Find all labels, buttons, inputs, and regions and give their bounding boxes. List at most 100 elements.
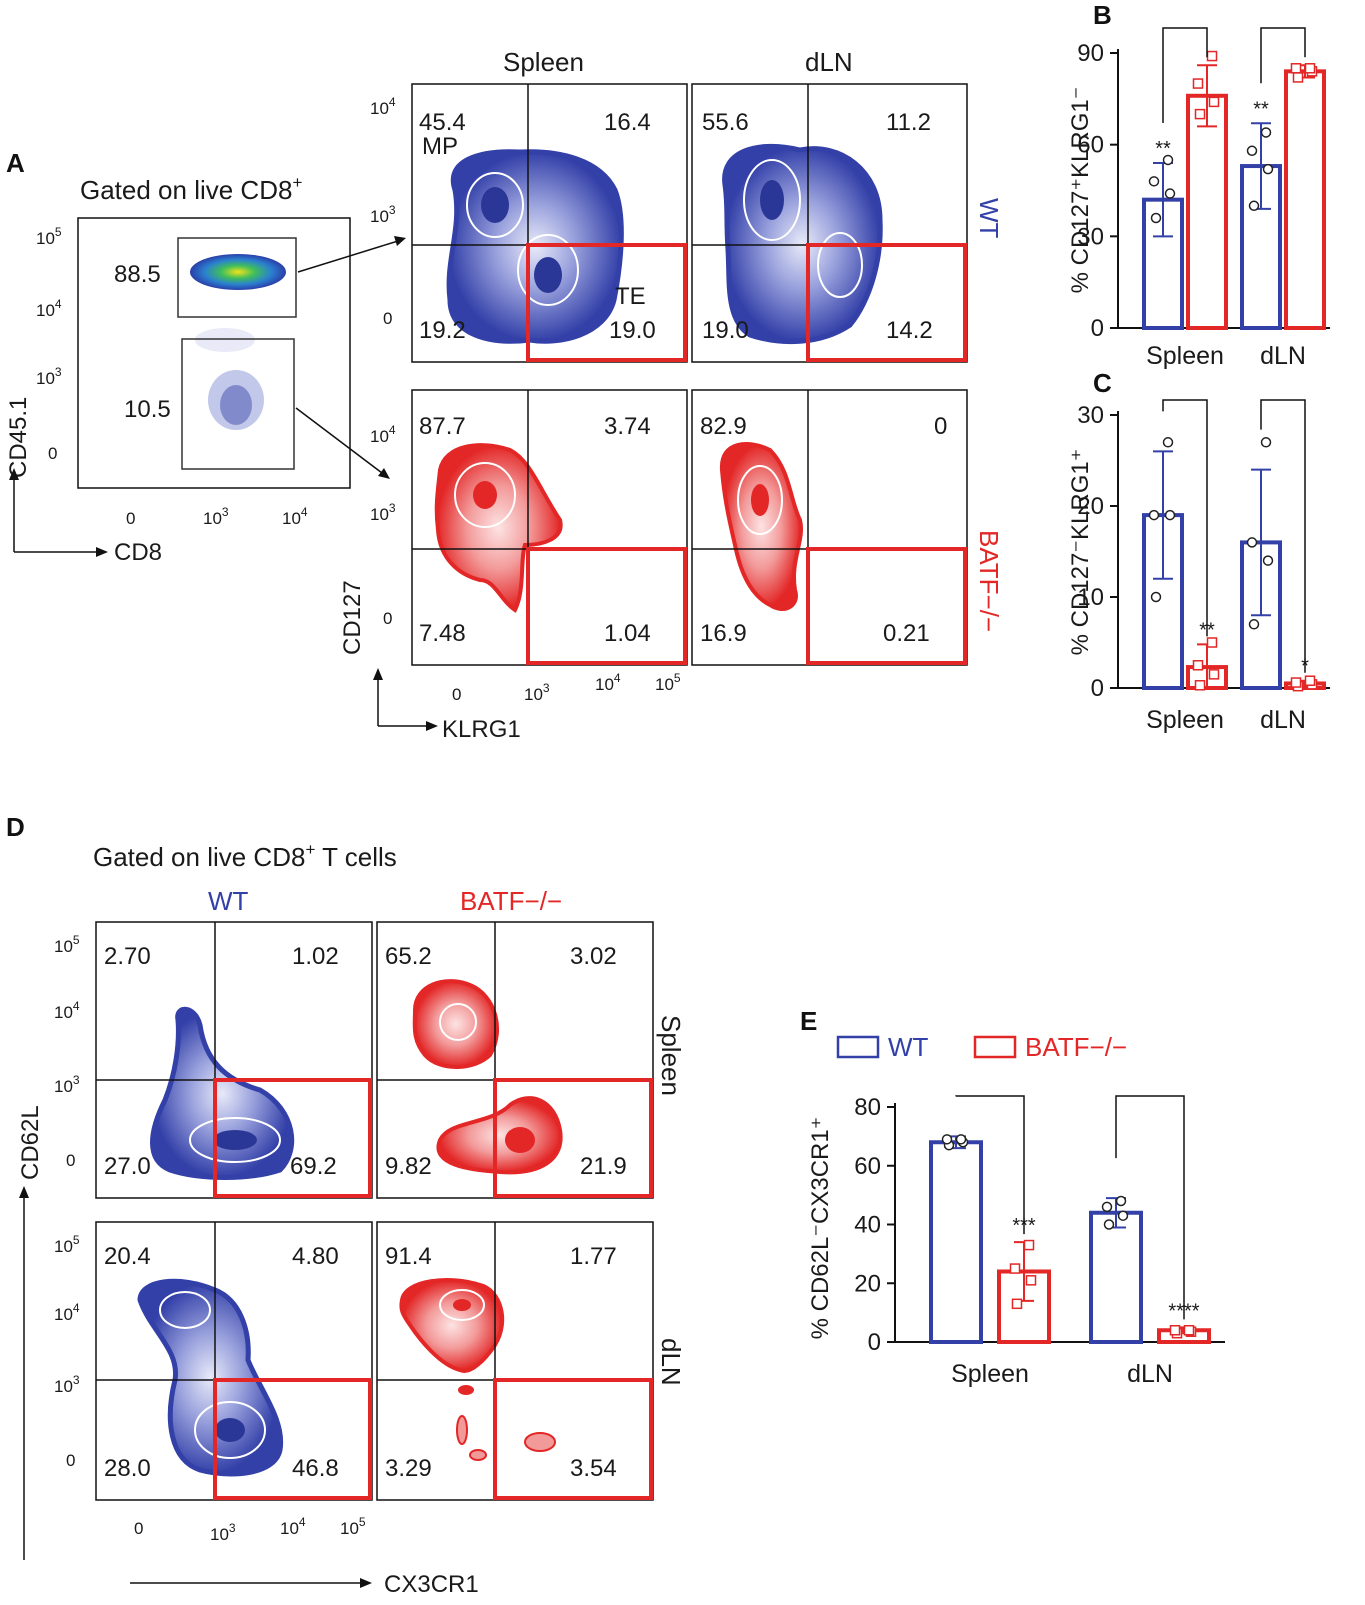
gating-title: Gated on live CD8+ — [80, 173, 302, 205]
wt-spleen-q1: 45.4 — [419, 109, 466, 136]
y-tick-label: 90 — [1077, 40, 1104, 67]
panel-d-title: Gated on live CD8+ T cells — [93, 840, 397, 872]
svg-text:104: 104 — [54, 1301, 80, 1324]
gating-plot-dots — [190, 254, 286, 430]
legend-label: BATF−/− — [1025, 1032, 1127, 1062]
y-tick-label: 0 — [1091, 315, 1104, 342]
y-tick-label: 30 — [1077, 223, 1104, 250]
d-ko-spleen-q1: 65.2 — [385, 943, 432, 970]
svg-text:104: 104 — [36, 297, 62, 320]
row-d-dln: dLN — [656, 1338, 686, 1386]
significance-label: ** — [1253, 98, 1269, 120]
category-label: Spleen — [951, 1360, 1029, 1388]
quad-yticks: 104 103 0 104 103 0 — [370, 95, 396, 628]
svg-text:103: 103 — [370, 501, 396, 524]
te-label: TE — [615, 283, 646, 310]
data-point — [955, 1134, 967, 1145]
y-tick-label: 0 — [1091, 675, 1104, 702]
svg-text:104: 104 — [370, 423, 396, 446]
plot-ko-dln: 82.9 0 16.9 0.21 — [691, 389, 968, 666]
data-point — [1011, 1298, 1023, 1310]
d-ko-spleen-q3: 9.82 — [385, 1153, 432, 1180]
svg-text:104: 104 — [282, 505, 308, 528]
data-point — [1164, 509, 1176, 521]
svg-text:0: 0 — [383, 609, 392, 628]
comparison-bracket — [1260, 399, 1306, 673]
d-wt-dln-q3: 28.0 — [104, 1455, 151, 1482]
panel-c-label: C — [1093, 368, 1112, 398]
svg-text:104: 104 — [280, 1515, 306, 1538]
wt-spleen-q3: 19.2 — [419, 317, 466, 344]
panel-d-label: D — [6, 812, 25, 842]
svg-text:103: 103 — [203, 505, 229, 528]
data-point — [1115, 1195, 1127, 1207]
comparison-bracket — [955, 1095, 1025, 1235]
svg-text:105: 105 — [54, 933, 80, 956]
bar — [1089, 1210, 1143, 1344]
significance-label: ** — [1155, 138, 1171, 160]
gating-plot-frame — [77, 217, 351, 489]
svg-text:105: 105 — [340, 1515, 366, 1538]
category-label: dLN — [1260, 706, 1306, 734]
ko-spleen-q1: 87.7 — [419, 413, 466, 440]
d-xticks: 0 103 104 105 — [134, 1515, 366, 1544]
plot-ko-spleen: 87.7 3.74 7.48 1.04 — [411, 389, 688, 666]
panel-d: D Gated on live CD8+ T cells WT BATF−/− … — [6, 812, 686, 1598]
plot-wt-spleen: 45.4 MP 16.4 19.2 TE 19.0 — [411, 83, 688, 363]
wt-spleen-q4: 19.0 — [609, 317, 656, 344]
d-yaxis-label: CD62L — [17, 1105, 44, 1180]
data-point — [1025, 1275, 1037, 1286]
ko-spleen-q2: 3.74 — [604, 413, 651, 440]
bar — [1186, 93, 1228, 331]
svg-text:103: 103 — [54, 1373, 80, 1396]
d-ko-dln-q2: 1.77 — [570, 1243, 617, 1270]
data-point — [1150, 591, 1162, 603]
row-d-spleen: Spleen — [656, 1015, 686, 1096]
gate-cd45-positive — [177, 237, 297, 318]
category-label: dLN — [1127, 1360, 1173, 1388]
data-point — [1260, 127, 1272, 138]
data-point — [1208, 96, 1220, 108]
col-wt: WT — [208, 886, 249, 916]
y-axis-label: % CD127⁺KLRG1⁻ — [1067, 87, 1094, 294]
gating-xticks: 0 103 104 — [126, 505, 308, 528]
svg-text:103: 103 — [54, 1073, 80, 1096]
bar — [929, 1140, 983, 1344]
plot-d-wt-spleen: 2.70 1.02 27.0 69.2 — [95, 921, 373, 1199]
d-ko-spleen-q2: 3.02 — [570, 943, 617, 970]
data-point — [1246, 145, 1258, 157]
legend-label: WT — [888, 1032, 929, 1062]
d-ko-dln-q1: 91.4 — [385, 1243, 432, 1270]
svg-text:0: 0 — [383, 309, 392, 328]
data-point — [941, 1134, 953, 1145]
legend-swatch — [836, 1035, 880, 1059]
data-point — [1150, 212, 1162, 224]
panel-a-label: A — [6, 148, 25, 178]
col-ko: BATF−/− — [460, 886, 562, 916]
data-point — [1262, 163, 1274, 175]
gate-cd45-negative — [181, 338, 295, 470]
quad-xticks: 0 103 104 105 — [452, 671, 681, 704]
data-point — [1248, 200, 1260, 212]
plot-wt-dln: 55.6 11.2 19.0 14.2 — [691, 83, 968, 363]
svg-text:104: 104 — [54, 999, 80, 1022]
y-tick-label: 40 — [854, 1212, 881, 1239]
data-point — [1248, 619, 1260, 630]
data-point — [1290, 677, 1302, 688]
data-point — [1246, 537, 1258, 548]
plot-d-ko-spleen: 65.2 3.02 9.82 21.9 — [376, 921, 654, 1199]
svg-text:105: 105 — [655, 671, 681, 694]
data-point — [1148, 509, 1160, 521]
data-point — [1304, 63, 1316, 74]
data-point — [1192, 660, 1204, 671]
row-wt: WT — [974, 198, 1004, 239]
mp-label: MP — [422, 133, 458, 160]
panel-e-label: E — [800, 1006, 817, 1036]
y-tick-label: 30 — [1077, 402, 1104, 429]
gate-bottom-value: 10.5 — [124, 396, 171, 423]
ko-dln-q1: 82.9 — [700, 413, 747, 440]
wt-dln-q1: 55.6 — [702, 109, 749, 136]
d-xaxis-label: CX3CR1 — [384, 1571, 479, 1598]
